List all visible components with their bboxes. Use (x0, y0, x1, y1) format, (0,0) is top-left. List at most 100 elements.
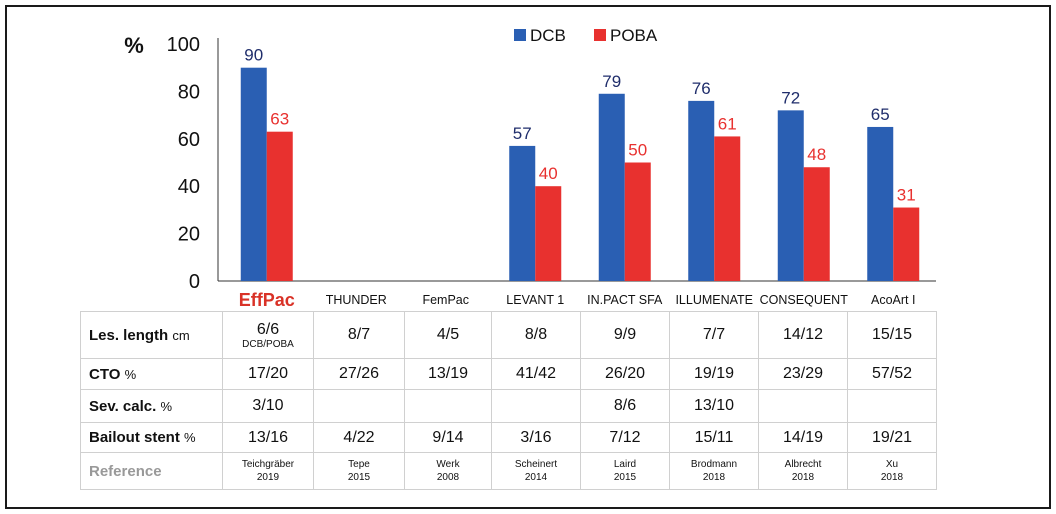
row-reference: Reference Teichgräber 2019 Tepe 2015 Werk 2… (80, 452, 937, 490)
reference-author: Werk (436, 459, 460, 470)
reference-year: 2018 (791, 472, 815, 483)
row-label-text: Les. length (89, 326, 169, 344)
table-cell: 7/12 (580, 422, 670, 453)
data-label-poba: 31 (897, 186, 916, 205)
data-label-dcb: 72 (781, 88, 800, 107)
reference-author: Tepe (348, 459, 370, 470)
reference-year: 2008 (436, 472, 460, 483)
table-cell: 13/10 (669, 389, 759, 423)
row-lesion-length: Les. length cm 6/6 DCB/POBA 8/7 4/5 8/8 9… (80, 311, 937, 359)
table-cell: 13/19 (404, 358, 492, 390)
reference-cell: Laird 2015 (580, 452, 670, 490)
table-cell: 13/16 (222, 422, 314, 453)
reference-cell: Albrecht 2018 (758, 452, 848, 490)
reference-cell: Xu 2018 (847, 452, 937, 490)
table-cell: 19/19 (669, 358, 759, 390)
row-label: Sev. calc. % (80, 389, 223, 423)
table-cell: 14/19 (758, 422, 848, 453)
table-cell (313, 389, 405, 423)
row-label-text: Sev. calc. (89, 397, 157, 415)
x-tick-label: THUNDER (326, 293, 387, 307)
trial-comparison-table: Les. length cm 6/6 DCB/POBA 8/7 4/5 8/8 9… (80, 311, 937, 490)
reference-year: 2018 (880, 472, 904, 483)
x-tick-label: IN.PACT SFA (587, 293, 663, 307)
legend-label: POBA (610, 26, 658, 45)
table-cell: 57/52 (847, 358, 937, 390)
table-cell: 15/11 (669, 422, 759, 453)
y-tick-label: 60 (178, 129, 200, 151)
table-cell (847, 389, 937, 423)
reference-year: 2014 (524, 472, 548, 483)
table-cell: 9/9 (580, 311, 670, 359)
row-label-text: CTO (89, 365, 121, 383)
reference-year: 2015 (347, 472, 371, 483)
reference-cell: Teichgräber 2019 (222, 452, 314, 490)
reference-cell: Tepe 2015 (313, 452, 405, 490)
reference-year: 2019 (256, 472, 280, 483)
data-label-dcb: 65 (871, 105, 890, 124)
bar-poba (893, 207, 920, 281)
row-label-unit: % (124, 366, 137, 382)
table-cell (404, 389, 492, 423)
legend-swatch (594, 29, 606, 41)
bar-dcb (509, 145, 536, 281)
table-cell: 27/26 (313, 358, 405, 390)
bar-dcb (688, 100, 715, 281)
legend-swatch (514, 29, 526, 41)
y-tick-label: 80 (178, 81, 200, 103)
table-cell: 8/8 (491, 311, 581, 359)
row-label-unit: cm (172, 327, 190, 343)
data-label-poba: 61 (718, 114, 737, 133)
data-label-poba: 40 (539, 164, 558, 183)
bar-dcb (777, 110, 804, 281)
bar-dcb (598, 93, 625, 282)
table-cell: 9/14 (404, 422, 492, 453)
data-label-dcb: 90 (244, 46, 263, 65)
table-cell: 15/15 (847, 311, 937, 359)
cell-value: 6/6 (256, 320, 280, 338)
reference-cell: Scheinert 2014 (491, 452, 581, 490)
reference-author: Laird (613, 459, 637, 470)
bar-poba (714, 136, 741, 281)
table-cell: 8/6 (580, 389, 670, 423)
x-tick-label: AcoArt I (871, 293, 915, 307)
reference-year: 2015 (613, 472, 637, 483)
data-label-dcb: 57 (513, 124, 532, 143)
data-label-poba: 50 (628, 141, 647, 160)
table-cell: 6/6 DCB/POBA (222, 311, 314, 359)
table-cell: 3/16 (491, 422, 581, 453)
x-tick-label: FemPac (422, 293, 469, 307)
table-cell (758, 389, 848, 423)
reference-cell: Brodmann 2018 (669, 452, 759, 490)
row-label: Les. length cm (80, 311, 223, 359)
row-severe-calcification: Sev. calc. % 3/10 8/6 13/10 (80, 389, 937, 423)
cell-note: DCB/POBA (242, 338, 294, 350)
y-tick-label: 100 (167, 34, 200, 56)
data-label-poba: 48 (807, 145, 826, 164)
bar-poba (624, 162, 651, 281)
bar-chart: 0 20 40 60 80 100% DCB POBA 90 63 EffPac THUNDER Fem… (124, 26, 936, 310)
reference-author: Xu (885, 459, 899, 470)
y-tick-label: 0 (189, 271, 200, 293)
table-cell: 4/5 (404, 311, 492, 359)
table-cell: 26/20 (580, 358, 670, 390)
x-tick-label: EffPac (239, 290, 295, 310)
bar-dcb (240, 67, 267, 281)
bar-poba (266, 131, 293, 281)
y-tick-label: 20 (178, 224, 200, 246)
table-cell: 7/7 (669, 311, 759, 359)
reference-author: Brodmann (690, 459, 738, 470)
x-tick-label: LEVANT 1 (506, 293, 564, 307)
table-cell: 14/12 (758, 311, 848, 359)
reference-year: 2018 (702, 472, 726, 483)
row-label: Bailout stent % (80, 422, 223, 453)
y-axis-label: % (124, 33, 144, 58)
reference-author: Scheinert (514, 459, 558, 470)
row-label-text: Bailout stent (89, 429, 180, 446)
table-cell: 4/22 (313, 422, 405, 453)
bar-poba (535, 186, 562, 281)
bar-poba (803, 167, 830, 281)
data-label-dcb: 79 (602, 72, 621, 91)
table-cell (491, 389, 581, 423)
data-label-dcb: 76 (692, 79, 711, 98)
